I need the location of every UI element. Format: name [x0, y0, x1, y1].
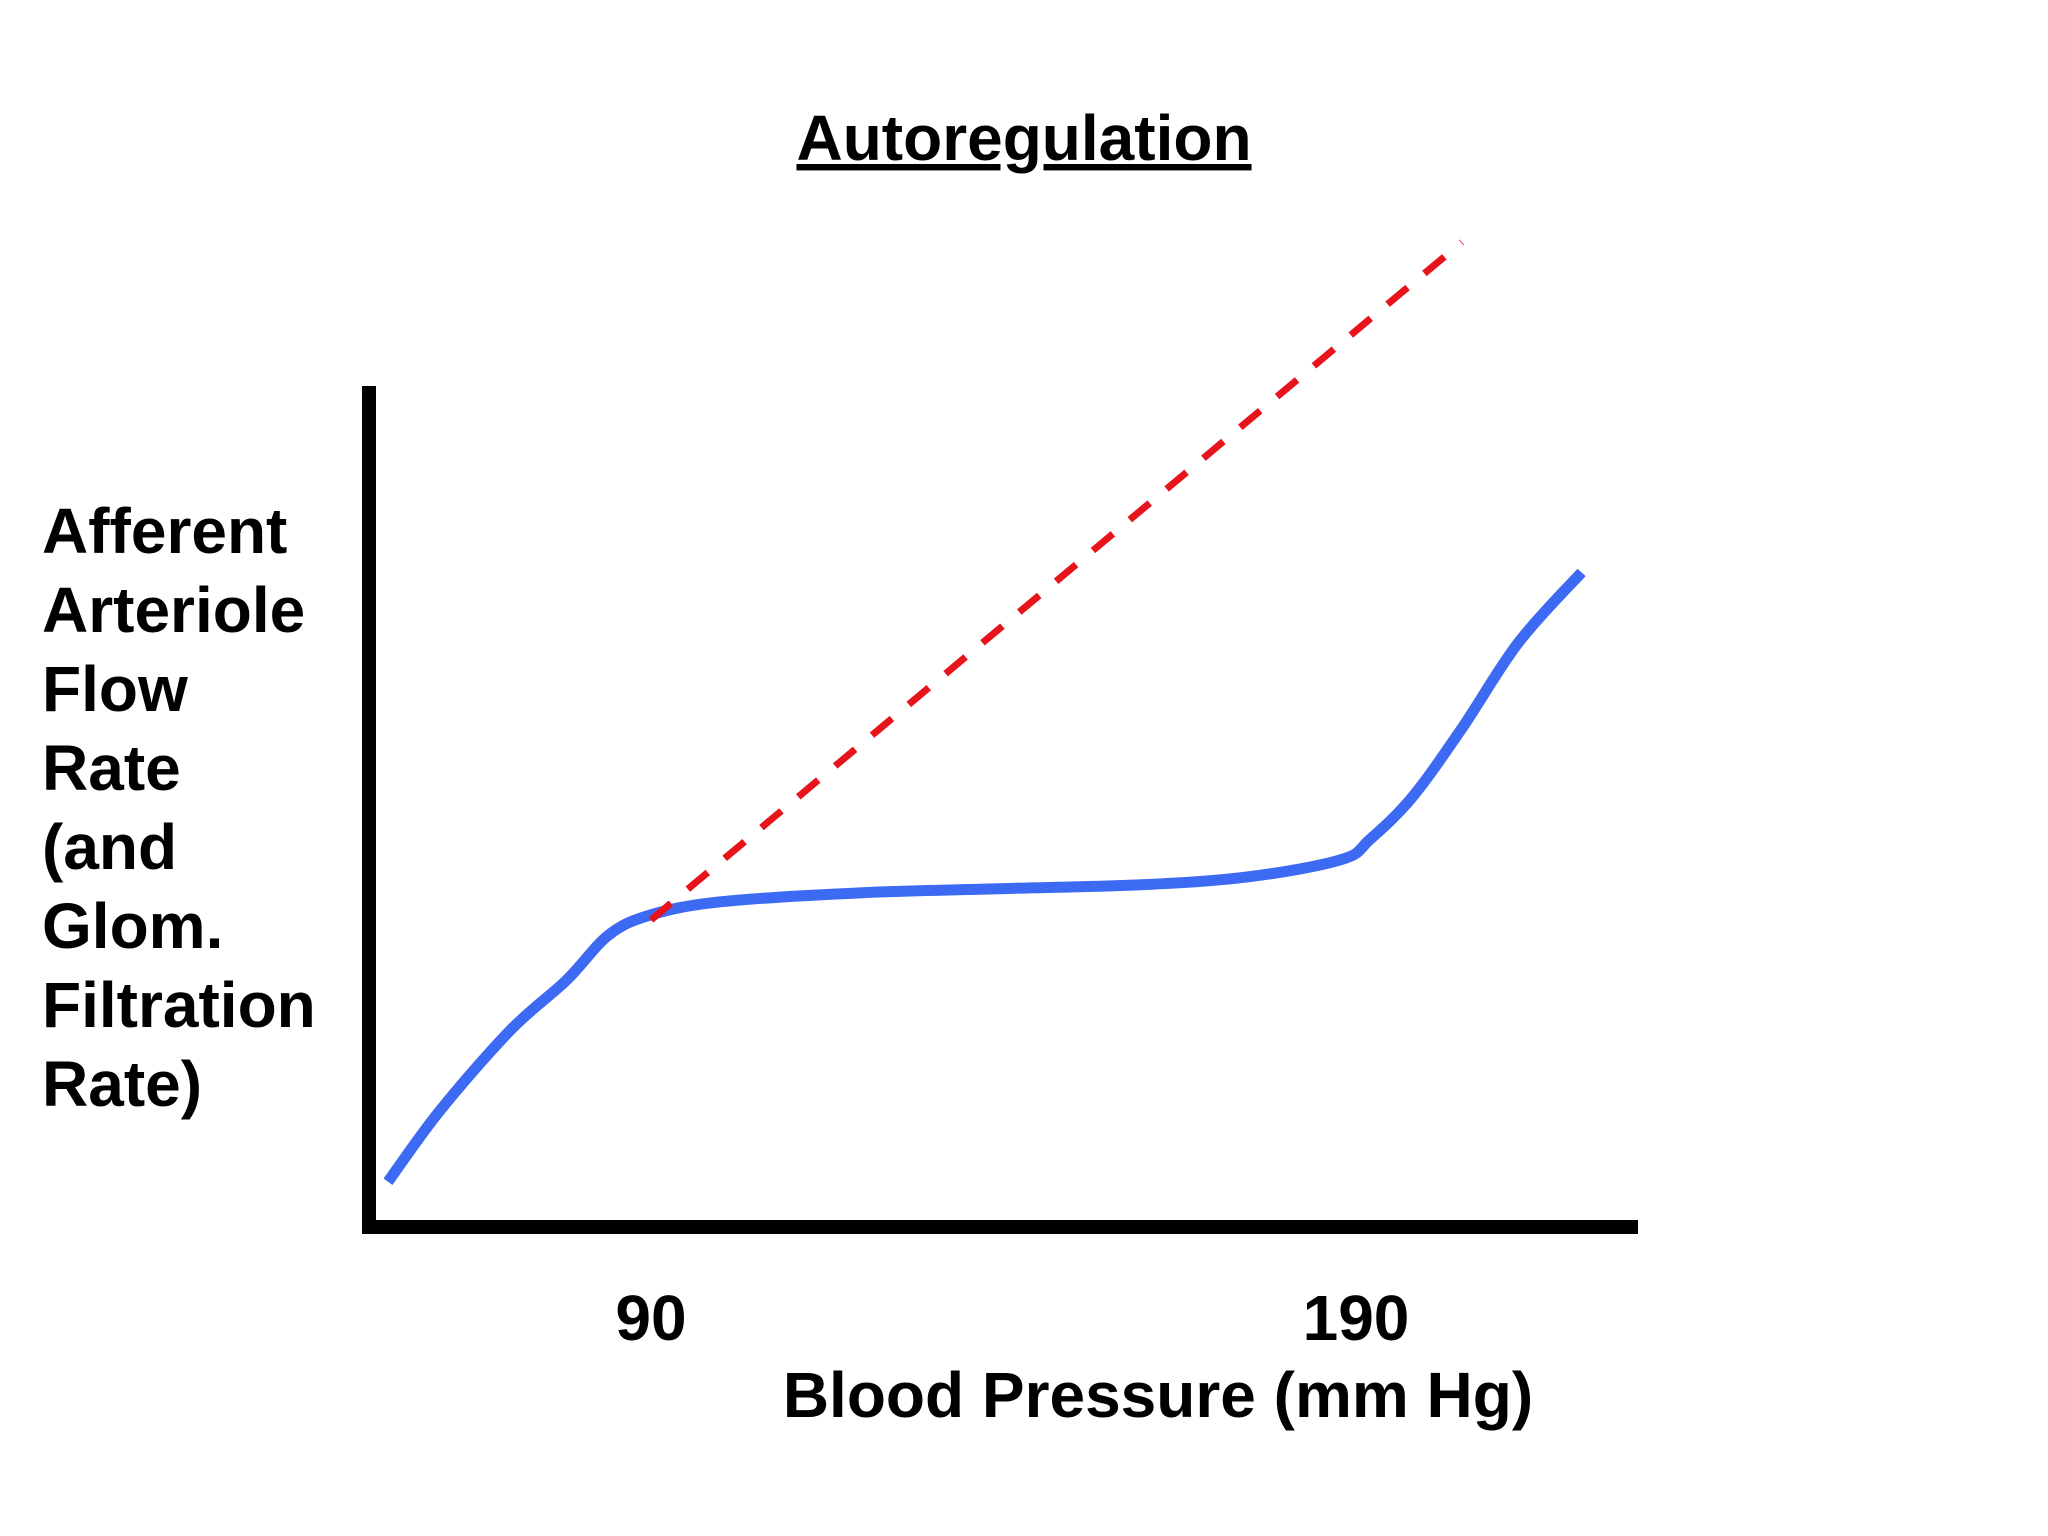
chart-title: Autoregulation — [796, 102, 1251, 174]
x-axis-label: Blood Pressure (mm Hg) — [783, 1359, 1533, 1431]
x-tick-labels: 90 190 — [615, 1282, 1409, 1354]
y-axis-label-line: Arteriole — [42, 574, 305, 646]
y-axis-label: Afferent Arteriole Flow Rate (and Glom. … — [42, 495, 316, 1120]
y-axis-label-line: (and — [42, 811, 177, 883]
y-axis-label-line: Filtration — [42, 969, 316, 1041]
x-tick-label: 190 — [1303, 1282, 1410, 1354]
autoregulated-flow-curve — [383, 568, 1586, 1185]
x-tick-label: 90 — [615, 1282, 686, 1354]
y-axis-label-line: Afferent — [42, 495, 287, 567]
y-axis-label-line: Rate — [42, 732, 181, 804]
y-axis-label-line: Rate) — [42, 1048, 202, 1120]
y-axis-label-line: Flow — [42, 653, 188, 725]
unregulated-flow-dashed-line — [648, 239, 1465, 923]
series-layer — [383, 239, 1586, 1185]
y-axis-label-line: Glom. — [42, 890, 223, 962]
